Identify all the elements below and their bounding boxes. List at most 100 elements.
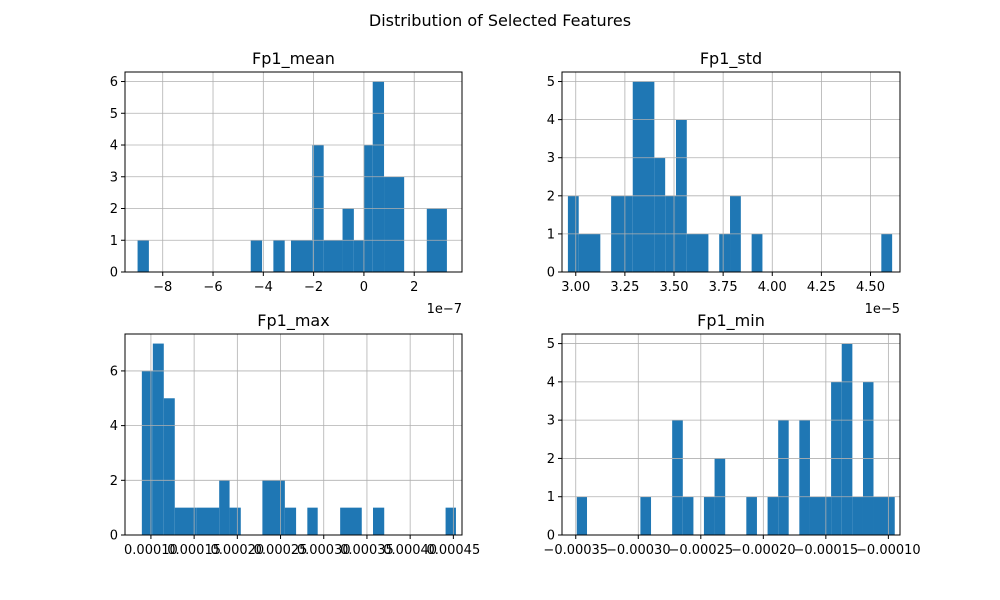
histogram-bar [323, 240, 343, 272]
x-tick-label: −8 [153, 280, 172, 295]
histogram-bar [809, 496, 832, 535]
x-tick-label: −0.00020 [731, 543, 796, 558]
x-tick-label: −0.00025 [668, 543, 733, 558]
histogram-bar [384, 176, 405, 272]
histogram-bar [307, 507, 318, 535]
subplot-1: −8 −6 −4 −2 0 2 0 1 2 3 4 5 6 Fp1_mean 1e−7 [110, 49, 463, 317]
histogram-bar [746, 496, 757, 535]
x-tick-label: 3.25 [610, 280, 639, 295]
histogram-bar [767, 496, 779, 535]
x-tick-label: 0.00030 [297, 543, 351, 558]
x-tick-label: 0.00020 [210, 543, 264, 558]
axes-frame [124, 333, 463, 536]
histogram-bar [852, 496, 863, 535]
histogram-bar [640, 496, 652, 535]
histogram-bar [445, 507, 456, 535]
x-tick-label: 0.00015 [167, 543, 221, 558]
x-tick-label: −0.00030 [606, 543, 671, 558]
x-tick-label: −4 [254, 280, 273, 295]
histogram-bar [273, 240, 285, 272]
histogram-bar [229, 507, 241, 535]
x-tick-label: 4.00 [758, 280, 787, 295]
x-tick-label: 4.50 [856, 280, 885, 295]
axes-frame [561, 333, 901, 536]
y-tick-label: 1 [547, 227, 555, 242]
x-tick-label: 3.75 [709, 280, 738, 295]
histogram-bar [373, 507, 385, 535]
axes-frame [561, 71, 901, 273]
y-tick-label: 5 [547, 75, 555, 90]
y-tick-label: 2 [110, 474, 118, 489]
x-tick-label: 2 [410, 280, 418, 295]
y-tick-label: 6 [110, 75, 118, 90]
histogram-bar [250, 240, 263, 272]
histogram-bar [284, 507, 297, 535]
histogram-bar [576, 496, 588, 535]
histogram-bar [290, 240, 313, 272]
x-tick-label: 0.00040 [383, 543, 437, 558]
y-tick-label: 0 [547, 266, 555, 281]
histogram-bar [703, 496, 715, 535]
y-tick-label: 5 [547, 337, 555, 352]
y-tick-label: 2 [110, 202, 118, 217]
histogram-bar [719, 233, 731, 272]
y-tick-label: 6 [110, 364, 118, 379]
x-tick-label: 3.50 [660, 280, 689, 295]
x-tick-label: −0.00035 [543, 543, 608, 558]
y-tick-label: 4 [110, 139, 118, 154]
subplot-title: Fp1_min [697, 311, 765, 331]
histogram-bar [881, 233, 893, 272]
histogram-bar [340, 507, 362, 535]
histogram-bar [751, 233, 763, 272]
axes-frame [124, 71, 463, 273]
histogram-bar [196, 507, 220, 535]
x-tick-label: 0.00035 [340, 543, 394, 558]
y-tick-label: 1 [547, 490, 555, 505]
histogram-bar [353, 240, 364, 272]
histogram-bar [219, 480, 230, 535]
x-tick-label: 0.00045 [426, 543, 480, 558]
y-tick-label: 3 [547, 151, 555, 166]
y-tick-label: 3 [110, 170, 118, 185]
y-tick-label: 2 [547, 189, 555, 204]
subplot-title: Fp1_max [257, 311, 329, 331]
x-tick-label: 0.00025 [254, 543, 308, 558]
y-tick-label: 1 [110, 234, 118, 249]
y-tick-label: 2 [547, 452, 555, 467]
x-tick-label: −6 [203, 280, 222, 295]
histogram-bar [632, 81, 655, 273]
histogram-bar [873, 496, 895, 535]
subplot-4: −0.00035−0.00030−0.00025−0.00020−0.00015… [543, 311, 920, 558]
histogram-bar [799, 420, 810, 535]
y-tick-label: 3 [547, 414, 555, 429]
x-tick-label: −0.00015 [794, 543, 859, 558]
x-offset-label: 1e−7 [427, 302, 462, 317]
histogram-bar [672, 420, 683, 535]
y-tick-label: 4 [547, 375, 555, 390]
x-tick-label: 0.00010 [124, 543, 178, 558]
histogram-bar [174, 507, 197, 535]
subplot-title: Fp1_mean [252, 49, 335, 69]
histogram-bar [152, 343, 164, 535]
histogram-bar [841, 343, 853, 535]
histogram-bar [262, 480, 285, 535]
histogram-bar [654, 157, 666, 272]
y-tick-label: 0 [110, 529, 118, 544]
histogram-bar [163, 398, 175, 535]
x-offset-label: 1e−5 [865, 302, 900, 317]
histogram-bar [682, 496, 694, 535]
y-tick-label: 4 [110, 419, 118, 434]
histogram-bar [141, 370, 153, 535]
histogram-bar [686, 233, 709, 272]
y-tick-label: 0 [110, 266, 118, 281]
histogram-bar [578, 233, 601, 272]
y-tick-label: 0 [547, 529, 555, 544]
histogram-bar [778, 420, 789, 535]
y-tick-label: 4 [547, 113, 555, 128]
figure-title: Distribution of Selected Features [369, 11, 631, 30]
x-tick-label: −0.00010 [856, 543, 921, 558]
histogram-bar [137, 240, 149, 272]
x-tick-label: 3.00 [561, 280, 590, 295]
subplot-title: Fp1_std [700, 49, 762, 69]
